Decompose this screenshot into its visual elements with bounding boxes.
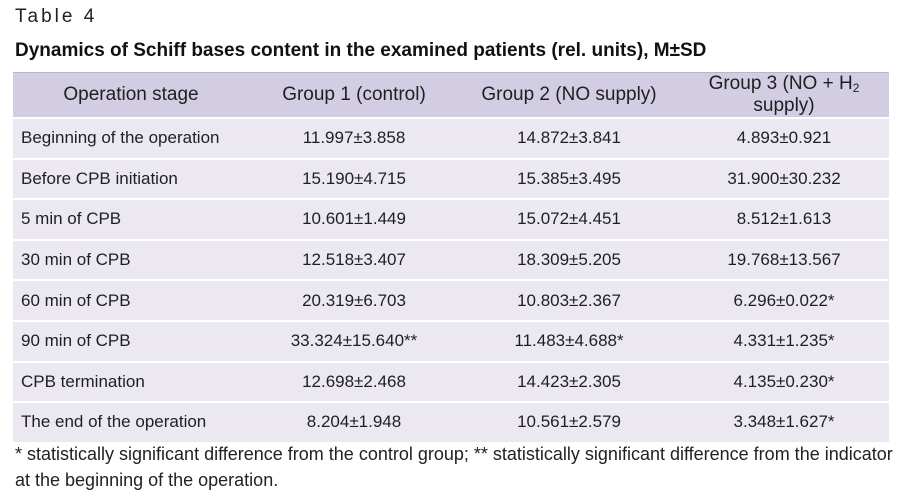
header-group-3-prefix: Group 3 (NO + H xyxy=(708,73,853,94)
cell-stage: The end of the operation xyxy=(13,401,249,442)
cell-group-2: 15.072±4.451 xyxy=(459,198,679,240)
cell-group-3: 4.331±1.235* xyxy=(679,319,889,362)
header-operation-stage: Operation stage xyxy=(13,73,249,118)
cell-group-1: 11.997±3.858 xyxy=(249,117,459,159)
table-top-rule xyxy=(13,72,889,73)
cell-group-1: 12.518±3.407 xyxy=(249,238,459,281)
cell-group-1: 20.319±6.703 xyxy=(249,279,459,321)
cell-stage: 90 min of CPB xyxy=(13,319,249,362)
header-group-2: Group 2 (NO supply) xyxy=(459,73,679,118)
cell-group-2: 14.423±2.305 xyxy=(459,360,679,403)
table-row: Beginning of the operation 11.997±3.858 … xyxy=(13,117,889,159)
cell-stage: 60 min of CPB xyxy=(13,279,249,321)
cell-group-3: 3.348±1.627* xyxy=(679,401,889,442)
data-table: Operation stage Group 1 (control) Group … xyxy=(13,73,889,442)
cell-stage: Before CPB initiation xyxy=(13,157,249,200)
cell-stage: 30 min of CPB xyxy=(13,238,249,281)
table-row: 90 min of CPB 33.324±15.640** 11.483±4.6… xyxy=(13,319,889,362)
header-group-3: Group 3 (NO + H2 supply) xyxy=(679,73,889,118)
table-row: 5 min of CPB 10.601±1.449 15.072±4.451 8… xyxy=(13,198,889,240)
cell-group-3: 4.135±0.230* xyxy=(679,360,889,403)
header-row: Operation stage Group 1 (control) Group … xyxy=(13,73,889,118)
cell-group-1: 10.601±1.449 xyxy=(249,198,459,240)
cell-stage: CPB termination xyxy=(13,360,249,403)
table-title: Dynamics of Schiff bases content in the … xyxy=(15,40,707,61)
cell-group-1: 12.698±2.468 xyxy=(249,360,459,403)
cell-group-2: 10.561±2.579 xyxy=(459,401,679,442)
table-row: The end of the operation 8.204±1.948 10.… xyxy=(13,401,889,442)
cell-group-3: 8.512±1.613 xyxy=(679,198,889,240)
header-group-3-suffix: supply) xyxy=(753,95,815,116)
header-group-1: Group 1 (control) xyxy=(249,73,459,118)
table-footnote: * statistically significant difference f… xyxy=(15,444,893,490)
cell-group-1: 33.324±15.640** xyxy=(249,319,459,362)
cell-group-2: 11.483±4.688* xyxy=(459,319,679,362)
cell-group-2: 18.309±5.205 xyxy=(459,238,679,281)
cell-group-1: 8.204±1.948 xyxy=(249,401,459,442)
cell-group-1: 15.190±4.715 xyxy=(249,157,459,200)
header-group-3-subscript: 2 xyxy=(852,81,860,95)
cell-group-2: 10.803±2.367 xyxy=(459,279,679,321)
cell-stage: Beginning of the operation xyxy=(13,117,249,159)
cell-group-3: 6.296±0.022* xyxy=(679,279,889,321)
table-row: CPB termination 12.698±2.468 14.423±2.30… xyxy=(13,360,889,403)
table-row: 30 min of CPB 12.518±3.407 18.309±5.205 … xyxy=(13,238,889,281)
table-number: Table 4 xyxy=(15,6,98,27)
table-row: Before CPB initiation 15.190±4.715 15.38… xyxy=(13,157,889,200)
cell-group-3: 31.900±30.232 xyxy=(679,157,889,200)
cell-group-3: 4.893±0.921 xyxy=(679,117,889,159)
cell-group-3: 19.768±13.567 xyxy=(679,238,889,281)
table-row: 60 min of CPB 20.319±6.703 10.803±2.367 … xyxy=(13,279,889,321)
cell-group-2: 14.872±3.841 xyxy=(459,117,679,159)
cell-stage: 5 min of CPB xyxy=(13,198,249,240)
cell-group-2: 15.385±3.495 xyxy=(459,157,679,200)
